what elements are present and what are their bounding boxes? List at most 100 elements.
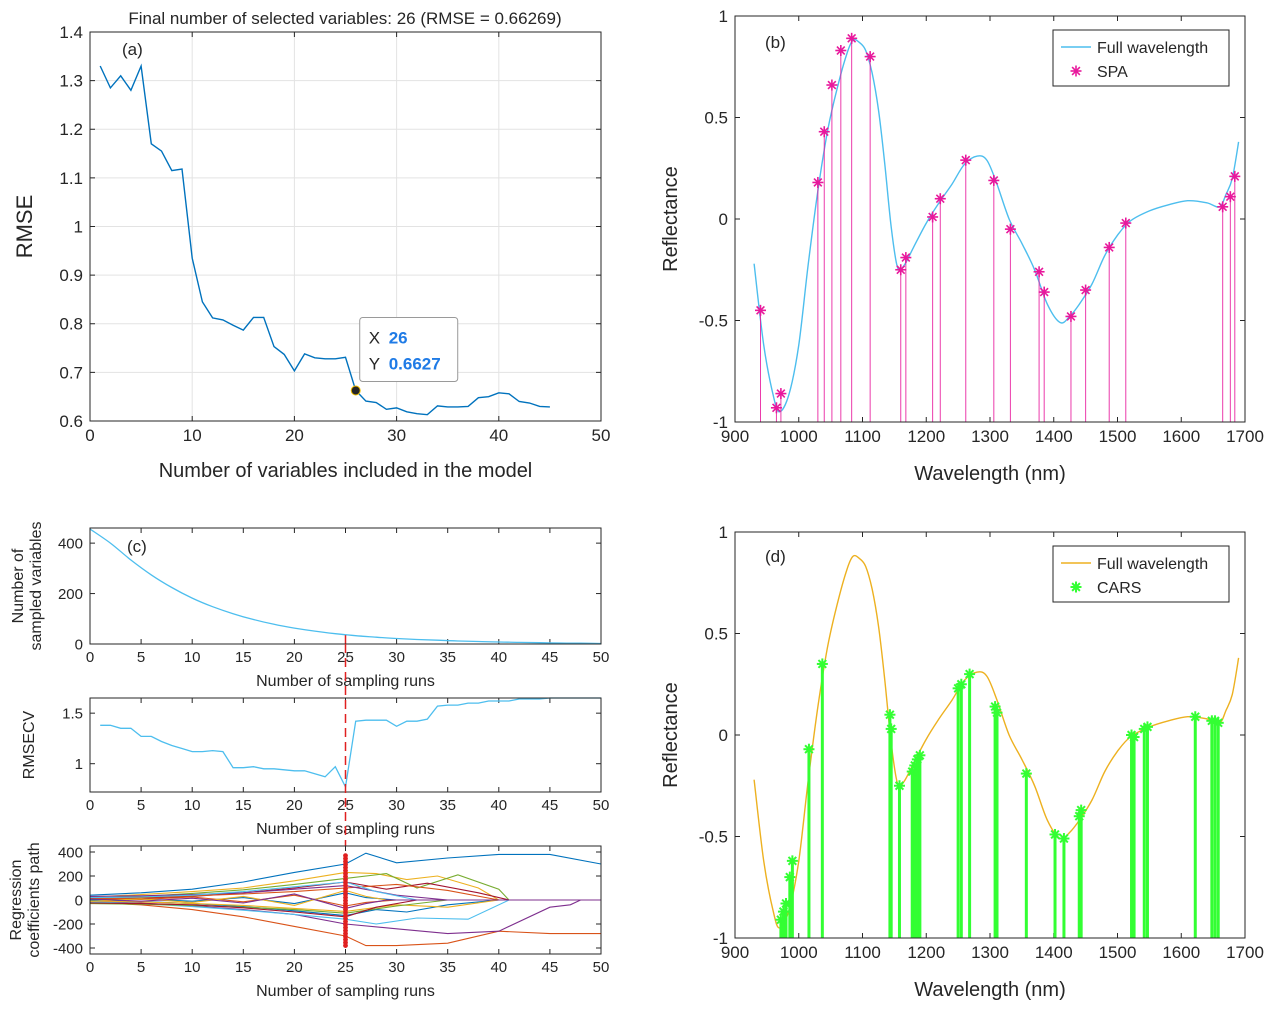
marker-stroke <box>901 253 911 263</box>
x-tick-label: 35 <box>439 959 456 976</box>
spa-marker <box>988 174 1000 186</box>
x-tick-label: 45 <box>542 649 559 666</box>
x-tick-label: 15 <box>235 797 252 814</box>
x-tick-label: 50 <box>593 649 610 666</box>
axes-frame <box>89 845 602 955</box>
x-tick-label: 1700 <box>1226 943 1264 962</box>
x-tick-label: 50 <box>593 797 610 814</box>
x-tick-label: 20 <box>286 959 303 976</box>
x-tick-label: 1400 <box>1035 943 1073 962</box>
marker-stroke <box>896 265 906 275</box>
cars-marker <box>1049 828 1061 840</box>
plot-area <box>90 528 601 644</box>
spa-marker <box>927 211 939 223</box>
x-tick-label: 40 <box>490 959 507 976</box>
legend-marker-swatch <box>1070 581 1082 593</box>
x-tick-label: 15 <box>235 959 252 976</box>
full-wavelength-curve <box>753 38 1240 413</box>
spa-marker <box>934 193 946 205</box>
x-tick-label: 20 <box>285 426 304 445</box>
cars-marker <box>1128 731 1140 743</box>
panel-label: (b) <box>765 33 786 52</box>
x-tick-label: 20 <box>286 797 303 814</box>
marker-stroke <box>847 33 857 43</box>
marker-stroke <box>1104 242 1114 252</box>
cars-marker <box>991 707 1003 719</box>
axes-frame <box>734 531 1246 939</box>
cars-marker <box>955 678 967 690</box>
x-tick-label: 1600 <box>1162 427 1200 446</box>
marker-stroke <box>992 708 1002 718</box>
y-axis-label-line: Number of <box>10 548 27 623</box>
spa-marker <box>812 176 824 188</box>
coefficient-path <box>89 883 601 901</box>
marker-stroke <box>1129 732 1139 742</box>
marker-stroke <box>935 194 945 204</box>
y-axis-label-line: coefficients path <box>26 842 43 957</box>
marker-stroke <box>1005 224 1015 234</box>
x-tick-label: 10 <box>184 959 201 976</box>
x-tick-label: 1300 <box>971 943 1009 962</box>
x-tick-label: 30 <box>388 959 405 976</box>
coefficient-path <box>89 899 601 914</box>
marker-stroke <box>1225 192 1235 202</box>
cars-marker <box>893 780 905 792</box>
spa-marker <box>818 126 830 138</box>
x-tick-label: 0 <box>85 426 94 445</box>
legend: Full wavelength SPA <box>1052 29 1230 87</box>
cars-marker <box>775 914 787 926</box>
cars-marker <box>964 668 976 680</box>
cars-marker <box>777 906 789 918</box>
legend-box <box>1052 29 1230 87</box>
x-axis-label: Wavelength (nm) <box>914 463 1066 485</box>
x-tick-label: 900 <box>721 427 749 446</box>
y-tick-label: 0.7 <box>59 363 83 382</box>
y-tick-label: -200 <box>53 916 83 933</box>
marker-stroke <box>956 679 966 689</box>
spa-marker <box>895 264 907 276</box>
y-tick-label: 400 <box>58 844 83 861</box>
marker-stroke <box>1213 718 1223 728</box>
cars-marker <box>784 871 796 883</box>
x-tick-label: 25 <box>337 649 354 666</box>
x-tick-label: 35 <box>439 649 456 666</box>
x-tick-label: 10 <box>184 649 201 666</box>
legend-label: Full wavelength <box>1097 556 1208 573</box>
cars-marker <box>780 897 792 909</box>
marker-stroke <box>961 155 971 165</box>
x-tick-label: 1000 <box>780 943 818 962</box>
x-tick-label: 45 <box>542 959 559 976</box>
y-tick-label: 0 <box>75 636 83 653</box>
legend-marker-swatch <box>1070 65 1082 77</box>
legend-box <box>1052 545 1230 603</box>
y-tick-label: 0.5 <box>704 624 728 643</box>
datatip-x-value: 26 <box>389 329 408 348</box>
coefficient-path <box>89 885 601 901</box>
y-axis-label-line: Reflectance <box>660 682 682 788</box>
marker-stroke <box>836 46 846 55</box>
panel-a-rmse-vs-variables: 0 10 20 30 40 50 0.6 0.7 0.8 0.9 1 1.1 1.2 1.3 1.4 Numb… <box>12 9 610 482</box>
coefficient-path <box>89 894 601 907</box>
spa-marker <box>1004 223 1016 235</box>
cars-marker <box>1075 804 1087 816</box>
marker-stroke <box>1034 267 1044 277</box>
cars-marker <box>816 658 828 670</box>
x-tick-label: 30 <box>388 649 405 666</box>
x-tick-label: 0 <box>86 797 94 814</box>
marker-stroke <box>1142 722 1153 732</box>
marker-stroke <box>1121 218 1131 228</box>
coefficient-path <box>89 852 602 896</box>
y-tick-label: 1.1 <box>59 169 83 188</box>
spa-marker <box>835 45 847 57</box>
coefficient-path <box>89 901 601 947</box>
x-tick-label: 15 <box>235 649 252 666</box>
marker-stroke <box>819 127 829 137</box>
cars-marker <box>803 743 815 755</box>
x-tick-label: 1700 <box>1226 427 1264 446</box>
cars-marker <box>786 855 798 867</box>
x-tick-label: 1300 <box>971 427 1009 446</box>
y-tick-label: 0 <box>719 210 728 229</box>
x-tick-label: 35 <box>439 797 456 814</box>
panel-d-cars-spectrum: 900 1000 1100 1200 1300 1400 1500 1600 1700 -1 -0.… <box>660 523 1264 1001</box>
x-tick-label: 50 <box>593 959 610 976</box>
